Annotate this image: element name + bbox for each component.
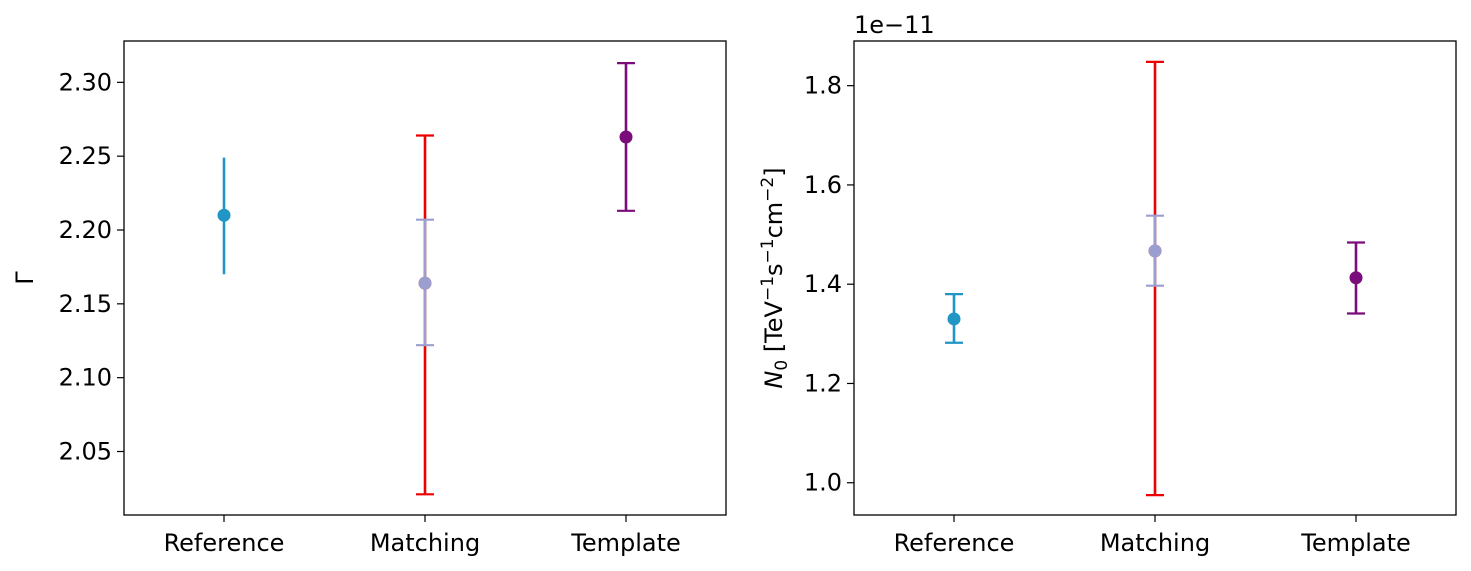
- y-tick-label: 2.05: [59, 438, 112, 466]
- y-axis-label-part: N: [760, 371, 788, 389]
- y-axis-label-part: −2: [758, 177, 778, 202]
- y-tick-label: 2.25: [59, 142, 112, 170]
- marker: [1148, 244, 1162, 258]
- y-tick-label: 2.15: [59, 290, 112, 318]
- marker: [1349, 271, 1363, 285]
- y-axis-label-part: −1: [758, 276, 778, 301]
- y-tick-label: 2.20: [59, 216, 112, 244]
- y-axis-label-part: s: [760, 263, 788, 276]
- marker: [619, 130, 633, 144]
- y-axis-label: Γ: [11, 271, 39, 285]
- normalization-panel: 1.0 1.2 1.4 1.6 1.8 Reference Matching Template…: [758, 11, 1457, 557]
- y-axis-label-part: cm: [760, 202, 788, 239]
- y-tick-label: 1.4: [804, 270, 842, 298]
- y-axis-label-part: [TeV: [760, 300, 788, 359]
- data-point-reference: [945, 293, 963, 344]
- y-tick-label: 1.6: [804, 171, 842, 199]
- x-tick-label: Matching: [370, 529, 480, 557]
- y-axis-label: N0 [TeV−1s−1cm−2]: [758, 167, 792, 388]
- data-point-template: [1347, 241, 1365, 315]
- y-tick-label: 1.0: [804, 469, 842, 497]
- y-tick-label: 2.30: [59, 68, 112, 96]
- x-tick-label: Reference: [164, 529, 285, 557]
- marker: [418, 276, 432, 290]
- y-tick-label: 2.10: [59, 364, 112, 392]
- y-axis-label-part: ]: [760, 167, 788, 176]
- data-point-matching: [1146, 214, 1164, 287]
- data-point-matching: [416, 218, 434, 347]
- axis-offset-label: 1e−11: [854, 11, 935, 39]
- y-tick-label: 1.8: [804, 72, 842, 100]
- y-tick-label: 1.2: [804, 369, 842, 397]
- gamma-panel: 2.05 2.10 2.15 2.20 2.25 2.30 Reference Matchin…: [11, 40, 727, 557]
- data-point-reference: [217, 157, 231, 275]
- x-tick-label: Reference: [894, 529, 1015, 557]
- y-axis-label-part: 0: [772, 360, 792, 371]
- marker: [217, 208, 231, 222]
- marker: [947, 312, 961, 326]
- x-tick-label: Template: [570, 529, 681, 557]
- x-tick-label: Template: [1300, 529, 1411, 557]
- data-point-template: [617, 62, 635, 212]
- y-axis-label-part: −1: [758, 238, 778, 263]
- x-tick-label: Matching: [1100, 529, 1210, 557]
